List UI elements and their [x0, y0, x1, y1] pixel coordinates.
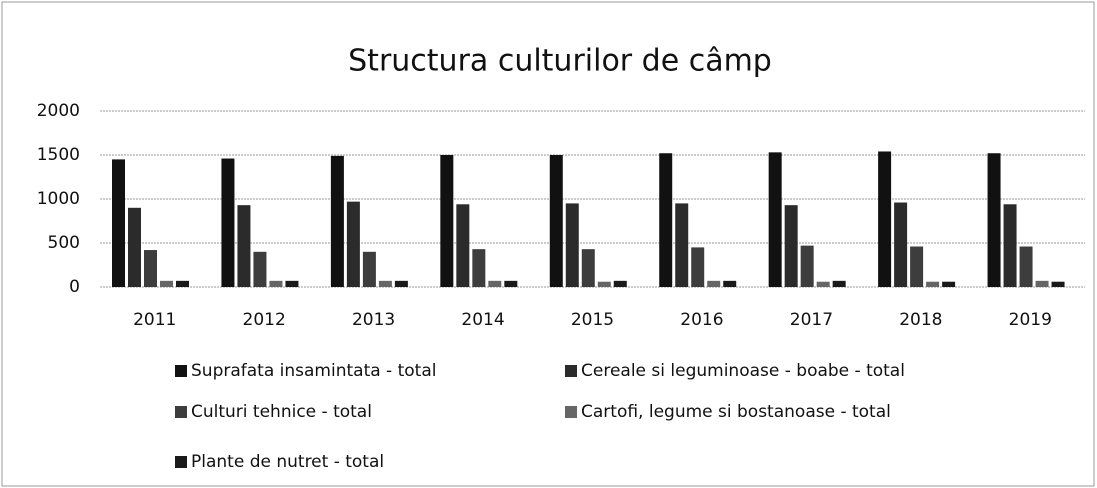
- bar: [549, 155, 563, 287]
- bar: [504, 280, 518, 287]
- bar: [394, 280, 408, 287]
- x-tick-label: 2013: [352, 310, 395, 330]
- bar: [832, 280, 846, 287]
- x-tick-label: 2016: [680, 310, 723, 330]
- bar: [723, 280, 737, 287]
- legend-swatch: [175, 365, 187, 377]
- bar: [440, 155, 454, 287]
- bar: [285, 280, 299, 287]
- bar: [237, 205, 251, 287]
- bar: [160, 280, 173, 287]
- legend-label: Suprafata insamintata - total: [191, 361, 436, 381]
- x-tick-label: 2012: [243, 310, 286, 330]
- bar: [253, 251, 267, 287]
- chart-title: Structura culturilor de câmp: [348, 44, 772, 79]
- legend-swatch: [565, 406, 577, 418]
- bar: [894, 202, 908, 287]
- bar: [691, 247, 705, 287]
- legend-swatch: [175, 456, 187, 468]
- bar: [659, 153, 673, 287]
- bar: [800, 245, 814, 287]
- legend-swatch: [565, 365, 577, 377]
- bar: [456, 204, 470, 287]
- legend-swatch: [175, 406, 187, 418]
- bar: [221, 158, 235, 287]
- bar: [128, 207, 141, 287]
- bar: [1035, 280, 1049, 287]
- bar: [112, 159, 125, 287]
- y-tick-label: 2000: [37, 101, 80, 121]
- y-tick-label: 0: [69, 277, 80, 297]
- x-tick-label: 2019: [1009, 310, 1052, 330]
- bar: [362, 251, 376, 287]
- legend-label: Culturi tehnice - total: [191, 402, 372, 422]
- bar: [784, 205, 798, 287]
- bar: [987, 153, 1001, 287]
- x-tick-label: 2018: [899, 310, 942, 330]
- legend-label: Cereale si leguminoase - boabe - total: [581, 361, 905, 381]
- legend-label: Plante de nutret - total: [191, 452, 384, 472]
- bar: [816, 281, 830, 287]
- bar: [613, 280, 627, 287]
- bar: [675, 203, 689, 287]
- x-tick-label: 2011: [133, 310, 176, 330]
- bar: [472, 249, 486, 287]
- bar: [878, 151, 892, 287]
- bar: [942, 281, 956, 287]
- legend-label: Cartofi, legume si bostanoase - total: [581, 402, 891, 422]
- bar: [378, 280, 392, 287]
- x-tick-label: 2015: [571, 310, 614, 330]
- bar: [144, 250, 157, 287]
- bar: [269, 280, 283, 287]
- bar: [330, 155, 344, 287]
- bar: [597, 281, 611, 287]
- bar: [926, 281, 940, 287]
- bar: [768, 152, 782, 287]
- bar: [565, 203, 579, 287]
- bar: [346, 201, 360, 287]
- bar: [1003, 204, 1017, 287]
- bar: [707, 280, 721, 287]
- y-tick-label: 500: [48, 233, 80, 253]
- bar: [176, 280, 189, 287]
- x-tick-label: 2017: [790, 310, 833, 330]
- bar: [488, 280, 502, 287]
- x-tick-label: 2014: [461, 310, 504, 330]
- bar: [581, 249, 595, 287]
- bar: [1019, 246, 1033, 287]
- y-tick-label: 1000: [37, 189, 80, 209]
- y-tick-label: 1500: [37, 145, 80, 165]
- bar: [910, 246, 924, 287]
- bar: [1051, 281, 1065, 287]
